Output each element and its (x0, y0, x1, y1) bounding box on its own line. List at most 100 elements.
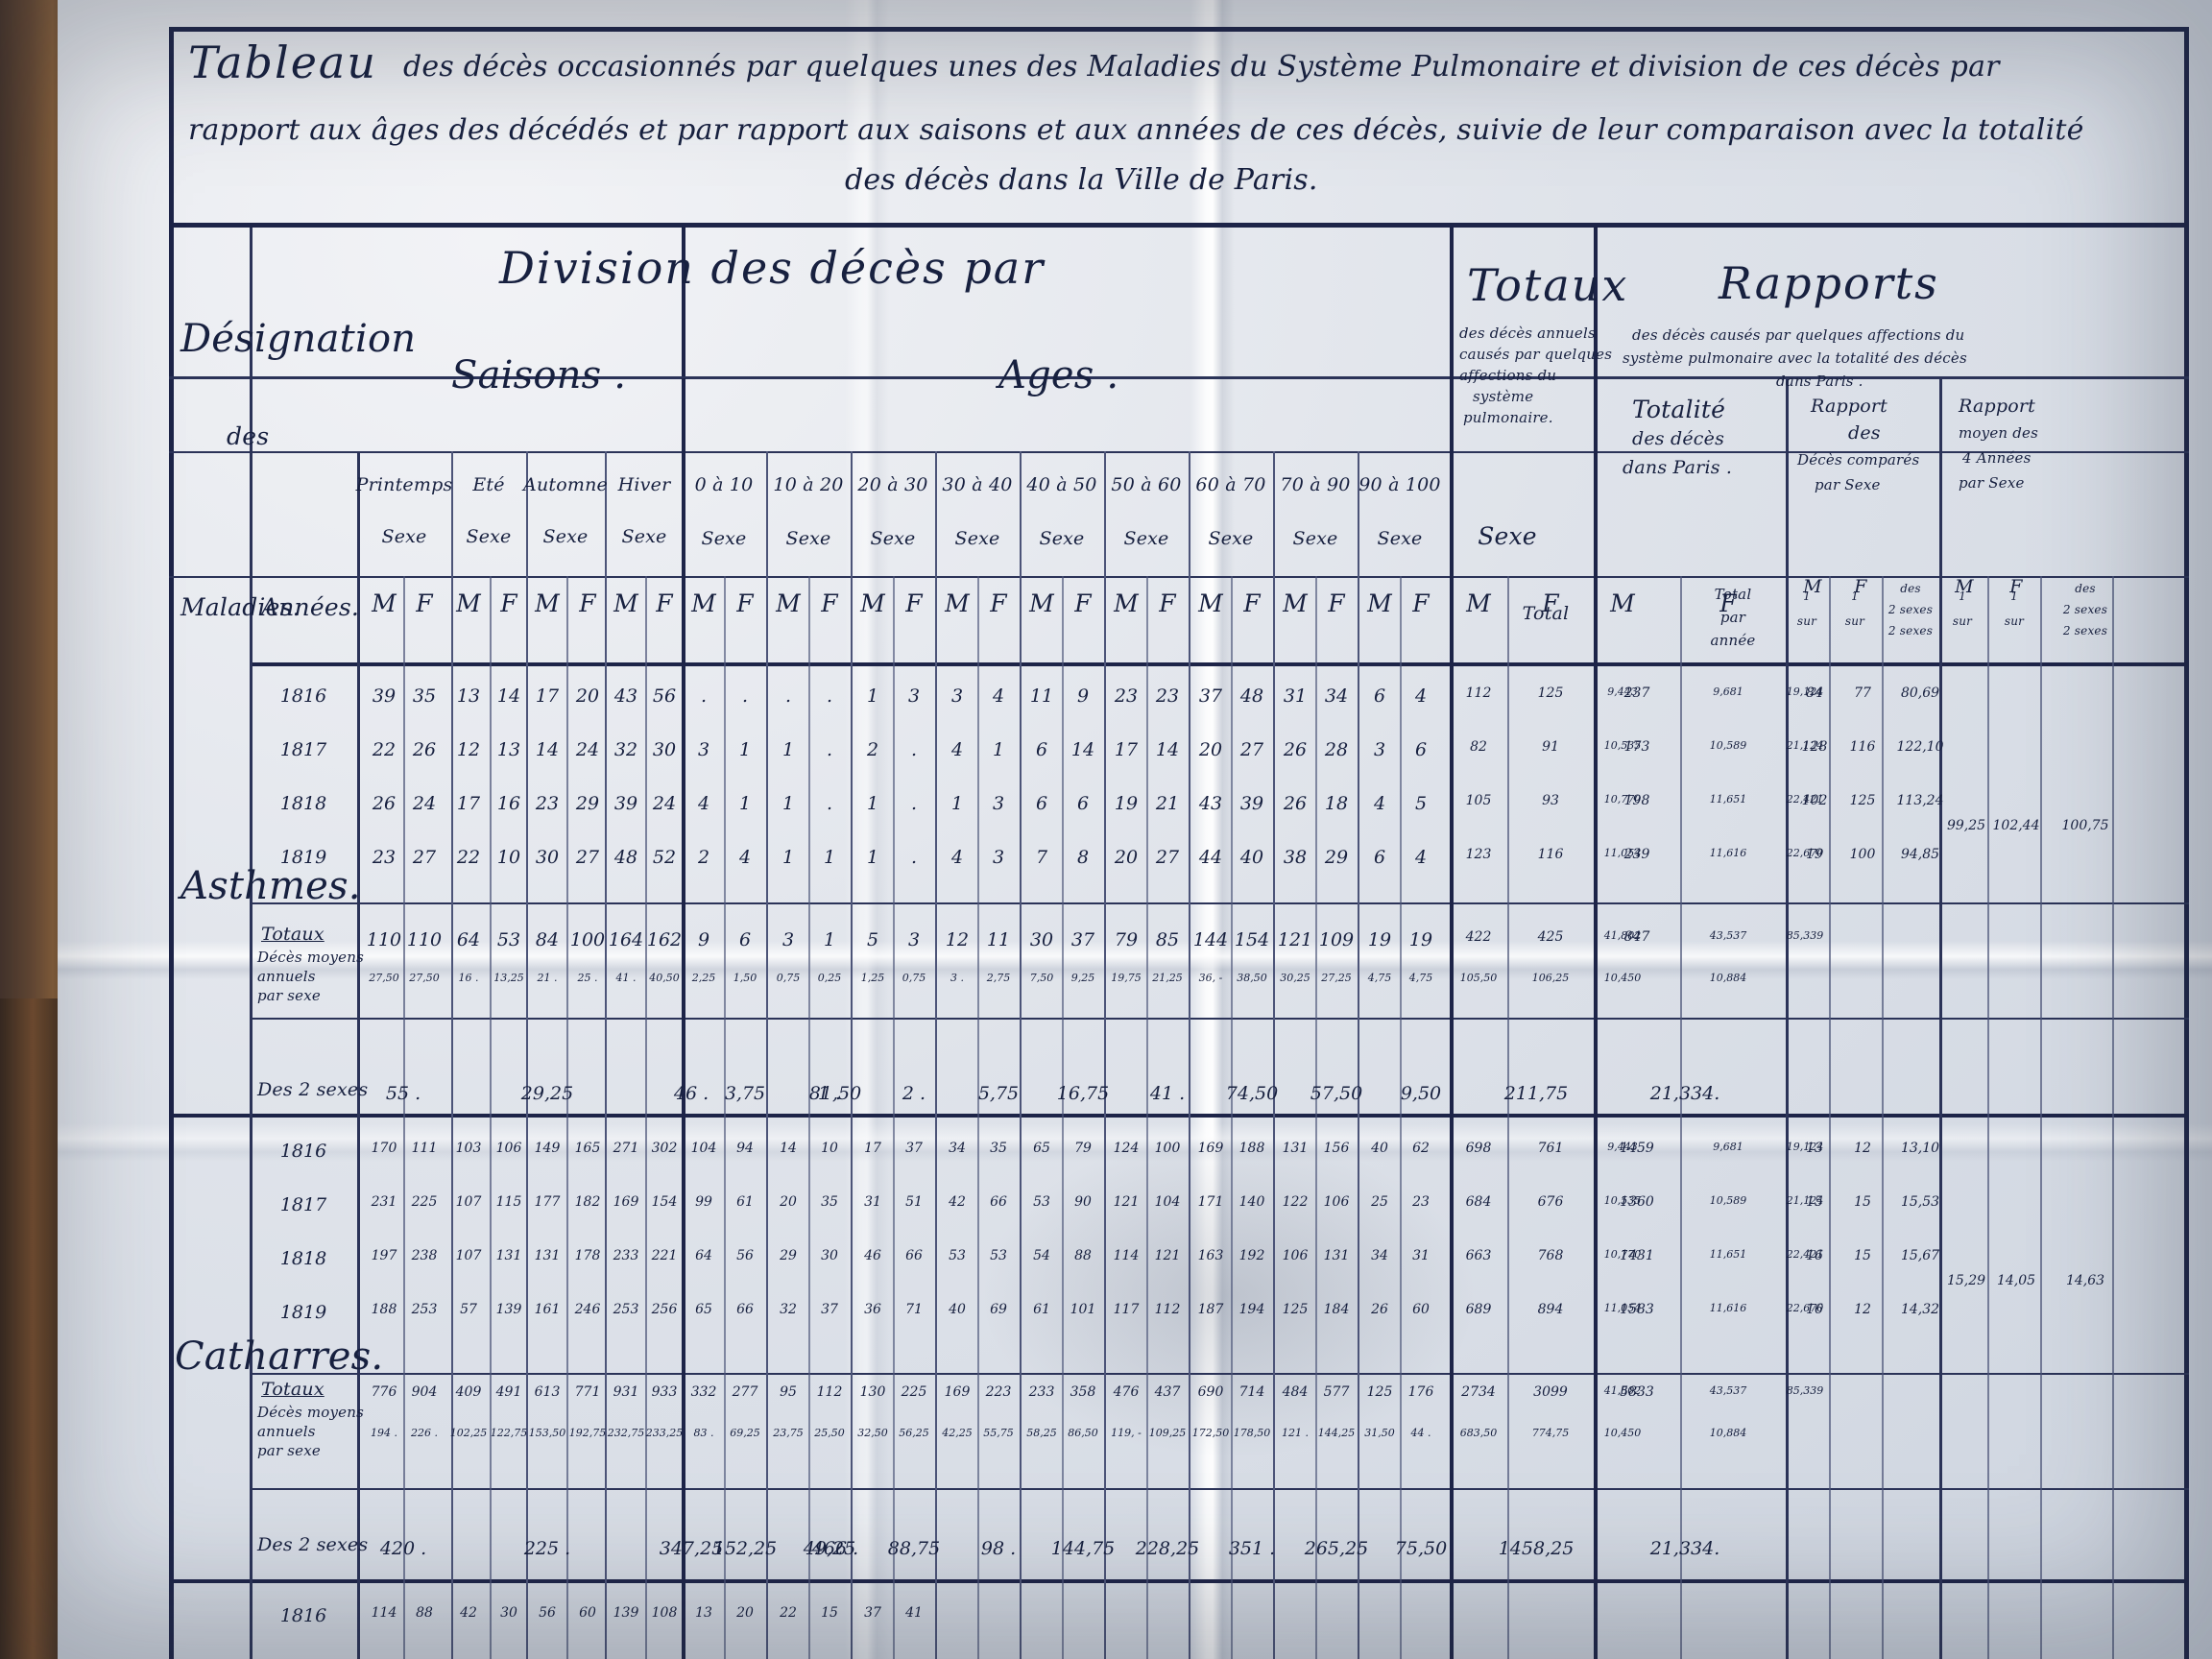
table-cell: 10,450 (1603, 972, 1642, 984)
table-cell: 100 (1849, 847, 1876, 862)
table-cell: 34 (949, 1141, 966, 1156)
table-cell: 98 . (980, 1538, 1017, 1559)
table-cell: 10,589 (1709, 1194, 1747, 1207)
table-cell: 131 (1282, 1141, 1309, 1156)
title-line-2: rapport aux âges des décédés et par rapp… (188, 113, 2084, 147)
table-cell: 1 (738, 793, 752, 814)
table-cell: 761 (1537, 1141, 1564, 1156)
table-cell: 37 (864, 1605, 881, 1621)
section-totaux-label: Totaux (261, 924, 325, 945)
totalite-label-3: dans Paris . (1623, 457, 1733, 478)
table-cell: 103 (455, 1141, 482, 1156)
rapport-sur-num-2: 1 (1851, 589, 1859, 603)
table-cell: 437 (1154, 1384, 1181, 1400)
rapport-moyen-2sexes-1: des (2075, 582, 2096, 595)
table-cell: 66 (736, 1302, 754, 1317)
table-cell: 238 (411, 1248, 438, 1263)
table-cell: 79 (1114, 929, 1139, 950)
table-cell: 21,334. (1649, 1538, 1720, 1559)
table-cell: 35 (412, 685, 437, 707)
table-cell: 61 (736, 1194, 754, 1210)
sex-header-male-rapport: M (1803, 576, 1822, 597)
age-header-20-30: 20 à 30 (857, 474, 928, 495)
table-cell: 52 (652, 847, 677, 868)
table-cell: 6 (1035, 793, 1048, 814)
table-cell: 116 (1849, 739, 1876, 755)
table-cell: 15,53 (1900, 1194, 1940, 1210)
table-cell: . (910, 847, 918, 868)
table-cell: 4,75 (1367, 972, 1392, 984)
table-cell: 931 (613, 1384, 639, 1400)
table-cell: 1819 (279, 1302, 327, 1323)
table-cell: 46 (864, 1248, 881, 1263)
table-cell: 194 . (371, 1427, 397, 1439)
sex-header-female: F (990, 589, 1007, 617)
age-sexe-3: Sexe (954, 528, 1000, 549)
sex-header-female: F (1074, 589, 1092, 617)
table-cell: 211,75 (1503, 1083, 1569, 1104)
sex-header-female: F (821, 589, 838, 617)
table-cell: 22,421 (1786, 793, 1824, 805)
table-cell: 41 . (615, 972, 637, 984)
paper-sheet (58, 0, 2212, 1659)
section-moyens-label: par sexe (257, 1442, 321, 1459)
table-cell: 0,75 (776, 972, 801, 984)
table-cell: 42 (949, 1194, 966, 1210)
table-cell: 74,50 (1225, 1083, 1279, 1104)
table-cell: 94 (736, 1141, 754, 1156)
table-cell: 676 (1537, 1194, 1564, 1210)
table-cell: 31 (1412, 1248, 1430, 1263)
sex-header-male: M (372, 589, 397, 617)
table-cell: 11,651 (1709, 793, 1747, 805)
table-cell: 31,50 (1364, 1427, 1395, 1439)
sex-header-male: M (535, 589, 560, 617)
table-cell: 3099 (1533, 1384, 1568, 1400)
table-cell: 81,50 (808, 1083, 862, 1104)
table-cell: 44 (1198, 847, 1223, 868)
table-cell: 11 (1029, 685, 1054, 707)
table-cell: 111 (411, 1141, 438, 1156)
table-cell: 1 (823, 847, 836, 868)
table-cell: 102,44 (1992, 818, 2040, 833)
table-cell: 2 . (902, 1083, 926, 1104)
table-cell: 36, - (1198, 972, 1223, 984)
table-cell: 1817 (279, 739, 327, 760)
table-cell: 22,421 (1786, 1248, 1824, 1261)
table-cell: 27 (1155, 847, 1180, 868)
season-sexe-printemps: Sexe (381, 526, 427, 547)
table-cell: 24 (412, 793, 437, 814)
table-cell: 6 (1076, 793, 1090, 814)
season-header-printemps: Printemps (355, 474, 453, 495)
table-cell: 19,124 (1786, 685, 1824, 698)
sex-header-male: M (613, 589, 638, 617)
table-cell: 69,25 (730, 1427, 760, 1439)
table-cell: 7,50 (1029, 972, 1054, 984)
table-cell: 15,67 (1900, 1248, 1940, 1263)
table-cell: 75,50 (1394, 1538, 1448, 1559)
sex-header-male-totalite: M (1610, 589, 1635, 617)
table-cell: 121 (1277, 929, 1313, 950)
table-cell: 104 (690, 1141, 717, 1156)
table-cell: 79 (1074, 1141, 1092, 1156)
table-cell: 37 (905, 1141, 923, 1156)
table-cell: 768 (1537, 1248, 1564, 1263)
table-cell: 170 (371, 1141, 397, 1156)
table-cell: 10,884 (1709, 972, 1747, 984)
table-cell: 11,616 (1709, 1302, 1747, 1314)
table-cell: 776 (371, 1384, 397, 1400)
sex-header-female-rapport: F (1854, 576, 1867, 597)
table-cell: 169 (944, 1384, 971, 1400)
sex-header-male: M (456, 589, 481, 617)
table-cell: 18 (1324, 793, 1349, 814)
designation-label: Désignation (180, 317, 417, 361)
table-cell: 690 (1197, 1384, 1224, 1400)
table-cell: 23 (1114, 685, 1139, 707)
table-cell: 122,75 (490, 1427, 528, 1439)
table-cell: 256 (651, 1302, 678, 1317)
table-cell: 466 . (811, 1538, 859, 1559)
season-header-ete: Eté (472, 474, 505, 495)
season-sexe-automne: Sexe (542, 526, 589, 547)
table-cell: 21,124 (1786, 1194, 1824, 1207)
table-cell: 38,50 (1237, 972, 1267, 984)
age-sexe-4: Sexe (1039, 528, 1085, 549)
